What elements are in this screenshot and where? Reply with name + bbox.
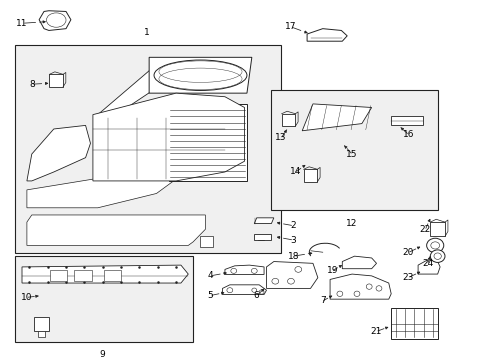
- Text: 7: 7: [319, 296, 325, 305]
- Bar: [390, 308, 437, 338]
- Bar: [49, 75, 63, 87]
- Text: 24: 24: [421, 259, 433, 268]
- Text: 5: 5: [207, 291, 213, 300]
- Text: 23: 23: [402, 273, 413, 282]
- Polygon shape: [306, 29, 346, 41]
- Text: 22: 22: [419, 225, 430, 234]
- Text: 21: 21: [370, 327, 382, 336]
- Bar: [74, 270, 92, 281]
- Bar: [103, 270, 121, 281]
- Text: 12: 12: [346, 220, 357, 229]
- Polygon shape: [27, 215, 205, 246]
- Text: 8: 8: [29, 80, 35, 89]
- Polygon shape: [22, 265, 188, 283]
- Text: 1: 1: [143, 28, 149, 37]
- Polygon shape: [27, 165, 176, 208]
- Ellipse shape: [426, 238, 443, 253]
- Bar: [303, 169, 317, 182]
- Text: 20: 20: [402, 248, 413, 257]
- Text: 17: 17: [285, 22, 296, 31]
- Polygon shape: [95, 64, 161, 129]
- Text: 2: 2: [290, 221, 296, 230]
- Polygon shape: [342, 256, 376, 269]
- Text: 19: 19: [326, 266, 338, 275]
- Text: 4: 4: [207, 271, 213, 280]
- Bar: [34, 317, 49, 332]
- Polygon shape: [417, 260, 439, 274]
- Polygon shape: [266, 261, 317, 288]
- Bar: [271, 90, 437, 210]
- Polygon shape: [224, 265, 264, 274]
- Text: 14: 14: [289, 167, 301, 176]
- Polygon shape: [93, 93, 244, 181]
- Polygon shape: [254, 234, 271, 240]
- Bar: [15, 45, 281, 253]
- Bar: [15, 256, 193, 342]
- Polygon shape: [27, 125, 90, 181]
- Text: 6: 6: [253, 291, 259, 300]
- Polygon shape: [222, 285, 266, 294]
- Polygon shape: [302, 104, 371, 131]
- Text: 15: 15: [346, 149, 357, 158]
- Polygon shape: [254, 218, 273, 224]
- Text: 18: 18: [287, 252, 299, 261]
- Polygon shape: [329, 274, 390, 299]
- Text: 11: 11: [16, 19, 28, 28]
- Text: 9: 9: [100, 350, 105, 359]
- Bar: [50, 270, 67, 281]
- Bar: [38, 331, 45, 337]
- Bar: [200, 237, 212, 247]
- Bar: [390, 116, 422, 125]
- Ellipse shape: [429, 250, 444, 262]
- Bar: [429, 222, 444, 237]
- Polygon shape: [149, 57, 251, 93]
- Text: 16: 16: [402, 130, 413, 139]
- Bar: [281, 114, 295, 126]
- Text: 3: 3: [290, 235, 296, 244]
- Polygon shape: [39, 11, 71, 31]
- Polygon shape: [168, 104, 246, 181]
- Ellipse shape: [154, 60, 246, 90]
- Text: 13: 13: [275, 134, 286, 143]
- Text: 10: 10: [21, 293, 33, 302]
